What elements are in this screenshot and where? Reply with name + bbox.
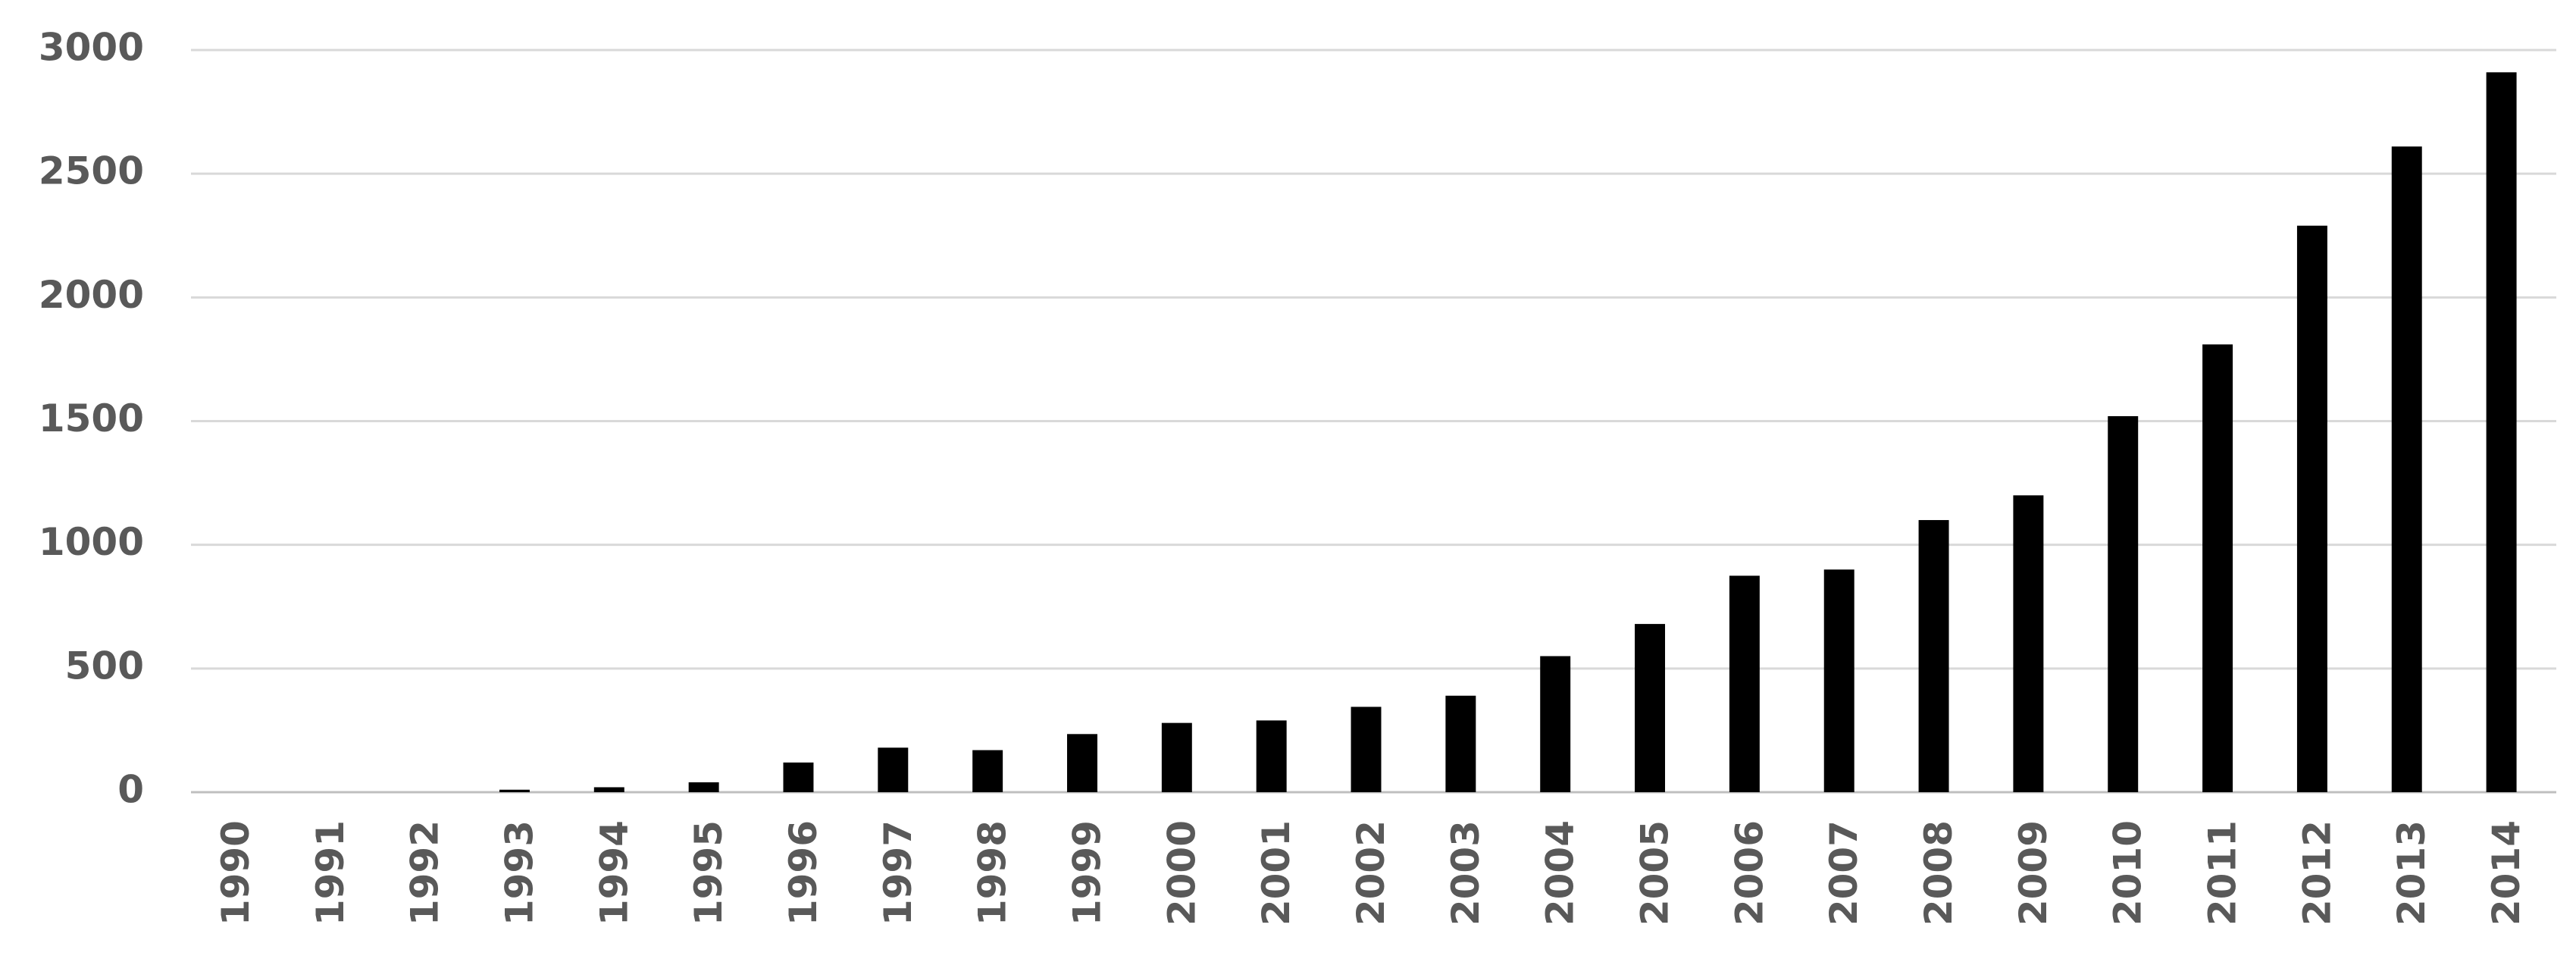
bar <box>1540 656 1571 792</box>
x-tick-label: 2003 <box>1444 820 1488 926</box>
x-tick-label: 2006 <box>1727 820 1771 926</box>
bar <box>2296 225 2327 792</box>
x-tick-label: 2008 <box>1917 820 1961 926</box>
x-tick-label: 1993 <box>497 820 541 926</box>
y-tick-label: 500 <box>65 644 144 688</box>
bar <box>1256 720 1287 792</box>
y-tick-label: 0 <box>117 768 144 812</box>
x-tick-label: 2000 <box>1160 820 1203 926</box>
bar <box>2202 344 2233 792</box>
x-tick-label: 1992 <box>403 820 447 926</box>
x-tick-label: 2010 <box>2106 820 2150 926</box>
x-tick-label: 2004 <box>1538 820 1582 926</box>
bar <box>1823 569 1855 792</box>
x-tick-label: 1996 <box>781 820 825 926</box>
bar <box>1067 734 1097 792</box>
y-tick-label: 1000 <box>39 520 144 564</box>
bar <box>1635 624 1666 792</box>
x-tick-label: 2013 <box>2390 820 2434 926</box>
x-tick-label: 1995 <box>687 820 731 926</box>
x-tick-label: 2011 <box>2201 820 2245 926</box>
bar <box>2391 146 2422 792</box>
bar <box>1161 722 1192 792</box>
bar <box>783 762 814 792</box>
bar <box>2108 415 2139 792</box>
bar <box>972 750 1003 792</box>
y-tick-label: 2000 <box>39 273 144 317</box>
bar <box>1729 575 1760 792</box>
x-tick-label: 2002 <box>1349 820 1393 926</box>
bar <box>1445 695 1476 792</box>
x-tick-label: 1990 <box>214 820 258 926</box>
x-tick-label: 1997 <box>876 820 920 926</box>
bar <box>2486 72 2517 793</box>
y-tick-label: 2500 <box>39 149 144 193</box>
bar <box>688 782 719 792</box>
x-tick-label: 2005 <box>1633 820 1677 926</box>
x-tick-label: 1998 <box>971 820 1015 926</box>
bar <box>593 787 624 792</box>
bar <box>2013 495 2044 792</box>
x-tick-label: 2009 <box>2011 820 2055 926</box>
y-tick-label: 3000 <box>39 26 144 70</box>
x-tick-label: 2001 <box>1254 820 1298 926</box>
x-tick-label: 2007 <box>1822 820 1866 926</box>
bar <box>878 747 909 792</box>
x-tick-label: 1999 <box>1065 820 1109 926</box>
bar <box>499 789 530 792</box>
y-tick-label: 1500 <box>39 396 144 440</box>
x-tick-label: 1994 <box>592 820 636 926</box>
x-tick-label: 2012 <box>2295 820 2339 926</box>
bar <box>1918 520 1949 792</box>
x-tick-label: 1991 <box>308 820 352 926</box>
bar <box>1351 707 1382 792</box>
x-tick-label: 2014 <box>2484 820 2528 926</box>
